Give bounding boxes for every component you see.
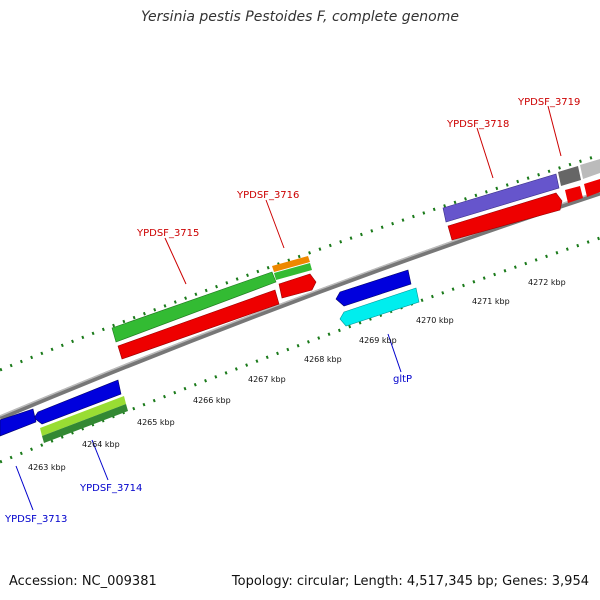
forward-genes [111,159,600,360]
kbp-label-4271: 4271 kbp [472,297,510,306]
gene-label-ypdsf-3715: YPDSF_3715 [136,228,199,239]
gene-label-ypdsf-3713: YPDSF_3713 [4,514,67,525]
gene-ypdsf-3718-purple [442,173,560,223]
gene-ypdsf-3715-green [111,271,277,343]
kbp-label-4264: 4264 kbp [82,440,120,449]
gene-label-ypdsf-3719: YPDSF_3719 [517,97,580,108]
gene-ypdsf-3719-red-2 [584,179,600,197]
gene-label-ypdsf-3718: YPDSF_3718 [446,119,509,130]
gene-ypdsf-3713-blue [0,408,37,437]
accession-text: Accession: NC_009381 [9,574,157,589]
gene-ypdsf-3716-red [278,273,317,299]
genome-meta-text: Topology: circular; Length: 4,517,345 bp… [231,574,589,589]
kbp-label-4272: 4272 kbp [528,278,566,287]
gene-ypdsf-3719-gray [580,159,600,179]
kbp-label-4266: 4266 kbp [193,396,231,405]
kbp-label-4265: 4265 kbp [137,418,175,427]
kbp-label-4268: 4268 kbp [304,355,342,364]
map-title: Yersinia pestis Pestoides F, complete ge… [141,9,459,25]
kbp-label-4270: 4270 kbp [416,316,454,325]
gene-ypdsf-3716-green [274,263,312,280]
kbp-label-4267: 4267 kbp [248,375,286,384]
kbp-label-4269: 4269 kbp [359,336,397,345]
gene-label-ypdsf-3716: YPDSF_3716 [236,190,299,201]
reverse-genes [0,269,420,443]
gene-ypdsf-3714-darkgreen [42,404,128,443]
outer-tick-ring [0,153,600,372]
gene-gltp-cyan [339,287,420,327]
kbp-label-4263: 4263 kbp [28,463,66,472]
gene-ypdsf-3716-orange [272,256,310,272]
forward-gene-labels: YPDSF_3715 YPDSF_3716 YPDSF_3718 YPDSF_3… [136,97,580,239]
gene-ypdsf-3719-red [565,186,583,203]
kbp-labels: 4263 kbp 4264 kbp 4265 kbp 4266 kbp 4267… [28,278,566,472]
gene-ypdsf-3718-red [447,192,563,241]
gene-label-ypdsf-3714: YPDSF_3714 [79,483,142,494]
label-leaders [15,105,562,511]
gene-ypdsf-3715-red [117,289,280,360]
reverse-gene-labels: YPDSF_3713 YPDSF_3714 gltP [4,374,412,525]
inner-tick-ring [0,236,600,464]
genome-backbone [0,190,600,421]
gene-ypdsf-3714-lime [40,396,126,436]
gene-ypdsf-3719-darkgray [558,166,581,186]
gene-gltp-blue [335,269,412,307]
gene-label-gltp: gltP [393,374,412,385]
